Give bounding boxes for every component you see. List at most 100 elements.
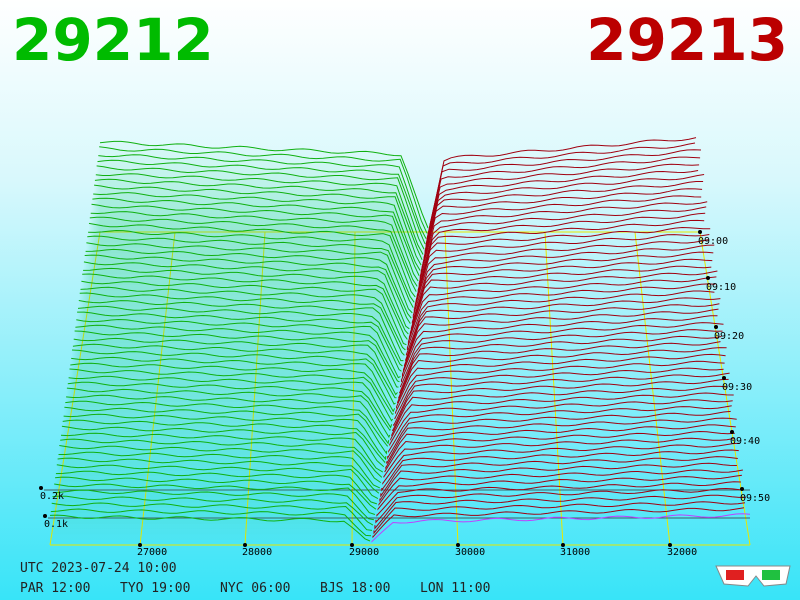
ask-depth-line — [399, 335, 722, 394]
depth-surface — [49, 137, 751, 543]
ask-depth-line — [373, 501, 746, 535]
tick-dot — [456, 543, 460, 547]
ask-depth-line — [382, 442, 740, 485]
bid-depth-line — [66, 394, 390, 445]
ask-depth-line — [410, 258, 713, 329]
ask-depth-line — [383, 437, 734, 478]
price-tick-label: 32000 — [667, 547, 697, 558]
bid-depth-line — [64, 406, 388, 455]
ask-depth-line — [408, 270, 718, 340]
time-tick-label: 09:50 — [740, 493, 770, 504]
axis-labels: 27000 28000 29000 30000 31000 32000 0.2k 0.1k 09… — [39, 230, 770, 558]
ask-depth-line — [421, 188, 703, 271]
time-tick-label: 09:00 — [698, 236, 728, 247]
bid-depth-line — [56, 464, 379, 499]
tick-dot — [350, 543, 354, 547]
ask-depth-line — [405, 290, 715, 356]
bid-depth-line — [73, 337, 398, 396]
bid-depth-line — [91, 203, 419, 282]
bid-depth-line — [88, 222, 416, 298]
ask-depth-line — [428, 142, 696, 234]
bid-depth-line — [83, 267, 409, 335]
time-tick-label: 09:20 — [714, 331, 744, 342]
bid-depth-line — [68, 375, 393, 429]
ask-depth-line — [412, 244, 715, 319]
bid-depth-line — [62, 419, 386, 464]
ask-depth-line — [401, 315, 718, 377]
bid-depth-line — [83, 261, 410, 330]
bid-depth-line — [77, 311, 402, 372]
bid-depth-line — [60, 432, 384, 473]
bid-depth-line — [90, 211, 418, 287]
tick-dot — [243, 543, 247, 547]
ask-depth-line — [395, 360, 725, 414]
ask-depth-line — [409, 265, 712, 335]
price-tick-label: 29000 — [349, 547, 379, 558]
bid-depth-line — [58, 451, 381, 489]
price-tick-label: 27000 — [137, 547, 167, 558]
city-clock: PAR 12:00 — [20, 581, 90, 596]
bid-depth-line — [86, 242, 413, 314]
tick-dot — [668, 543, 672, 547]
depth-tick-label: 0.2k — [40, 491, 64, 502]
bid-depth-line — [49, 514, 371, 542]
bid-depth-line — [66, 387, 391, 439]
bid-depth-line — [57, 457, 380, 494]
bid-depth-line — [78, 300, 404, 362]
bid-depth-line — [94, 184, 422, 266]
ask-depth-line — [399, 329, 723, 388]
price-tick-label: 28000 — [242, 547, 272, 558]
bid-depth-line — [67, 381, 391, 431]
city-clock: BJS 18:00 — [320, 581, 390, 596]
bid-depth-line — [82, 273, 408, 340]
ask-depth-line — [407, 276, 717, 345]
ask-depth-line — [381, 449, 739, 492]
bid-depth-line — [77, 305, 403, 367]
bid-depth-line — [52, 495, 374, 526]
utc-time: UTC 2023-07-24 10:00 — [20, 561, 177, 576]
bid-depth-line — [65, 400, 389, 447]
price-tick-label: 30000 — [455, 547, 485, 558]
bid-depth-line — [76, 318, 401, 379]
ask-depth-line — [414, 234, 710, 308]
price-grid-line — [244, 231, 266, 546]
ask-depth-line — [406, 283, 716, 351]
bid-depth-line — [94, 178, 423, 261]
bid-depth-line — [51, 502, 373, 531]
bid-depth-line — [81, 280, 407, 346]
ask-depth-line — [403, 303, 720, 366]
bid-depth-line — [87, 235, 414, 308]
price-grid-line — [544, 231, 564, 546]
ask-depth-line — [429, 137, 697, 228]
ask-depth-line — [416, 219, 705, 297]
ask-depth-line — [387, 410, 731, 460]
city-clock: LON 11:00 — [420, 581, 490, 596]
bid-depth-line — [53, 489, 375, 521]
bid-depth-line — [89, 216, 417, 292]
bid-depth-line — [75, 324, 400, 383]
bid-depth-line — [97, 159, 426, 245]
depth-tick-label: 0.1k — [44, 519, 68, 530]
ask-depth-line — [374, 494, 746, 530]
price-tick-label: 31000 — [560, 547, 590, 558]
ask-price: 29213 — [586, 6, 788, 74]
city-clock: TYO 19:00 — [120, 581, 190, 596]
ask-depth-line — [400, 322, 724, 382]
ask-depth-line — [378, 469, 743, 506]
ask-depth-line — [411, 251, 714, 324]
price-grid-line — [139, 231, 176, 546]
ask-depth-line — [385, 424, 736, 470]
ask-depth-line — [380, 456, 738, 498]
price-grid-line — [444, 231, 459, 546]
ask-depth-line — [427, 149, 702, 239]
ask-depth-line — [418, 206, 707, 287]
ask-depth-line — [420, 195, 702, 276]
ask-depth-line — [413, 239, 709, 313]
ask-depth-line — [375, 487, 740, 524]
bid-depth-line — [74, 330, 399, 388]
ask-depth-line — [392, 378, 729, 432]
bid-depth-line — [88, 229, 415, 303]
tick-dot — [740, 487, 744, 491]
ask-depth-line — [397, 347, 727, 404]
